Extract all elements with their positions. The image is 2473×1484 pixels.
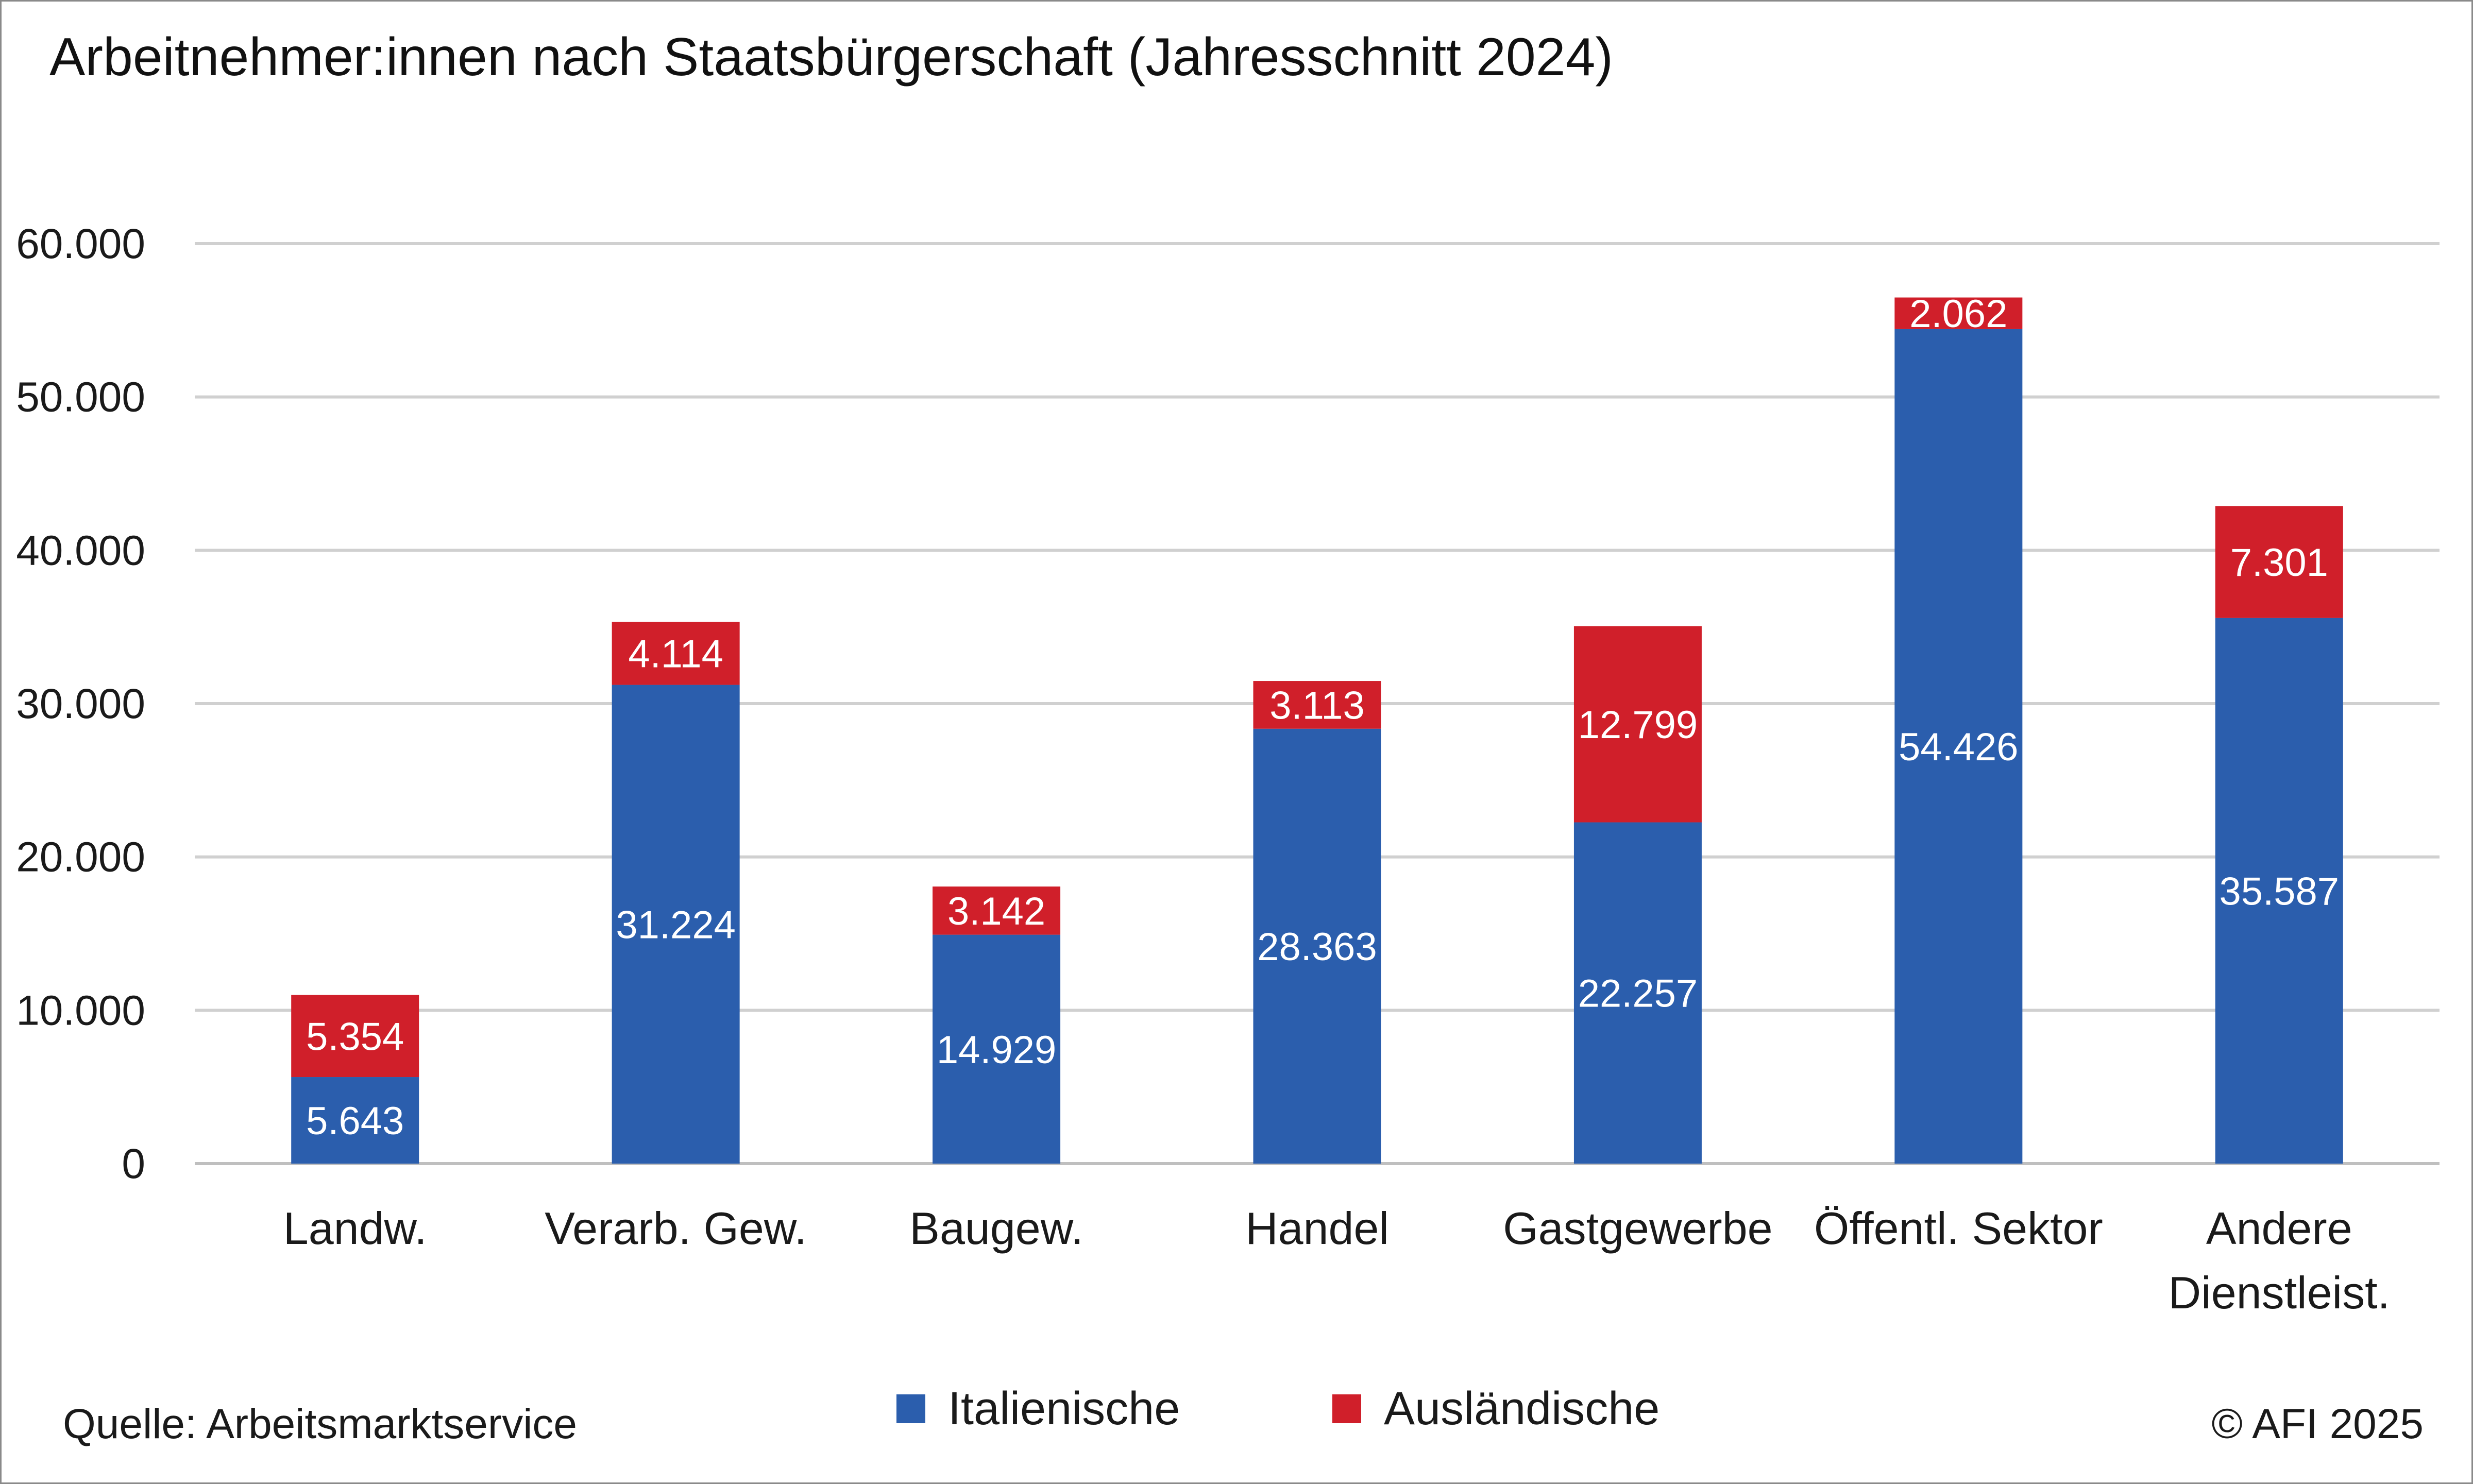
y-tick-label: 60.000 xyxy=(16,220,145,267)
x-tick-label: Baugew. xyxy=(909,1203,1083,1254)
chart-title: Arbeitnehmer:innen nach Staatsbürgerscha… xyxy=(49,27,1614,87)
legend-swatch-italienische xyxy=(896,1394,925,1423)
x-tick-label: Andere xyxy=(2206,1203,2352,1254)
data-label-auslaendische: 2.062 xyxy=(1909,292,2007,336)
x-tick-label: Handel xyxy=(1245,1203,1389,1254)
data-label-auslaendische: 7.301 xyxy=(2230,541,2328,585)
x-tick-label: Gastgewerbe xyxy=(1503,1203,1772,1254)
y-tick-label: 40.000 xyxy=(16,527,145,574)
data-label-italienische: 54.426 xyxy=(1899,725,2018,769)
data-label-auslaendische: 12.799 xyxy=(1578,703,1698,747)
bar-auslaendische xyxy=(291,995,419,1078)
bar-italienische xyxy=(612,685,740,1164)
bar-auslaendische xyxy=(933,886,1061,935)
data-label-auslaendische: 4.114 xyxy=(628,632,723,676)
x-tick-label: Landw. xyxy=(283,1203,427,1254)
y-tick-label: 50.000 xyxy=(16,374,145,421)
data-label-auslaendische: 3.113 xyxy=(1269,684,1365,727)
data-label-auslaendische: 3.142 xyxy=(947,890,1045,933)
x-tick-label: Verarb. Gew. xyxy=(545,1203,807,1254)
y-tick-label: 10.000 xyxy=(16,987,145,1034)
x-tick-label: Dienstleist. xyxy=(2169,1267,2390,1318)
bar-italienische xyxy=(1573,822,1702,1164)
bar-italienische xyxy=(291,1077,419,1164)
data-label-italienische: 31.224 xyxy=(616,903,735,947)
bar-auslaendische xyxy=(1894,297,2023,329)
data-label-italienische: 35.587 xyxy=(2220,869,2339,913)
y-tick-label: 20.000 xyxy=(16,834,145,881)
bar-italienische xyxy=(2215,618,2343,1164)
bar-auslaendische xyxy=(1253,681,1381,729)
y-tick-label: 30.000 xyxy=(16,680,145,727)
legend-label-italienische: Italienische xyxy=(948,1383,1180,1435)
legend-item-auslaendische: Ausländische xyxy=(1332,1380,1659,1437)
x-tick-label: Öffentl. Sektor xyxy=(1814,1203,2103,1254)
bar-auslaendische xyxy=(612,622,740,685)
data-label-italienische: 22.257 xyxy=(1578,972,1698,1016)
data-label-italienische: 14.929 xyxy=(937,1028,1056,1072)
bar-italienische xyxy=(1894,329,2023,1164)
legend-swatch-auslaendische xyxy=(1332,1394,1361,1423)
y-tick-label: 0 xyxy=(122,1140,145,1187)
bar-italienische xyxy=(933,934,1061,1164)
bar-auslaendische xyxy=(1573,626,1702,823)
bar-italienische xyxy=(1253,728,1381,1164)
data-label-italienische: 5.643 xyxy=(306,1099,404,1143)
data-label-italienische: 28.363 xyxy=(1257,925,1377,969)
legend-label-auslaendische: Ausländische xyxy=(1384,1383,1660,1435)
bar-auslaendische xyxy=(2215,506,2343,618)
legend-item-italienische: Italienische xyxy=(896,1380,1180,1437)
data-label-auslaendische: 5.354 xyxy=(306,1015,404,1059)
source-note: Quelle: Arbeitsmarktservice xyxy=(63,1401,578,1447)
copyright-note: © AFI 2025 xyxy=(2211,1401,2424,1447)
